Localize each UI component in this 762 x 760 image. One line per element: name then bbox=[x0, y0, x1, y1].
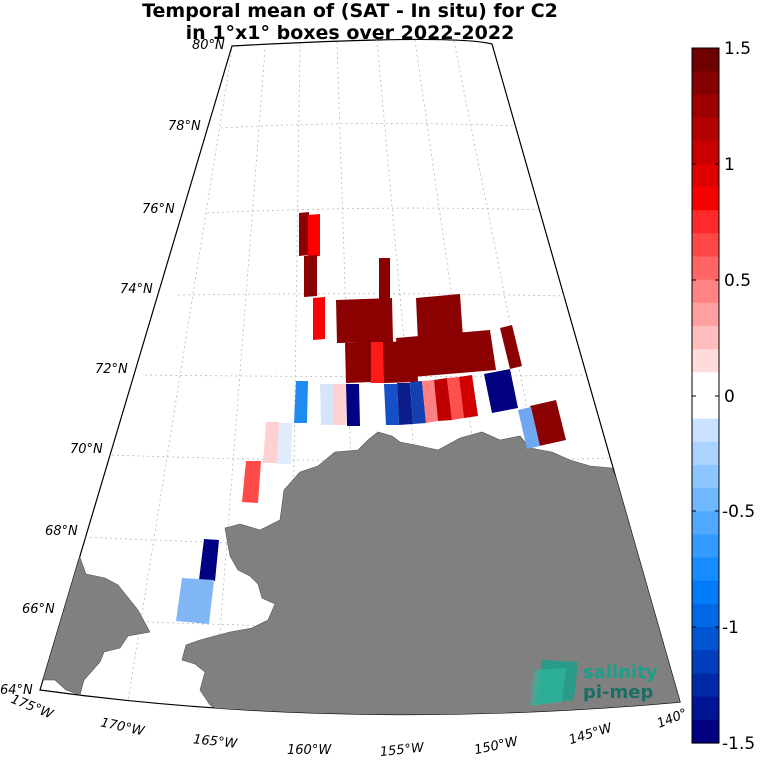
data-box bbox=[379, 258, 390, 300]
colorbar-cell bbox=[692, 187, 719, 211]
lon-label-155: 155°W bbox=[379, 740, 426, 760]
data-box bbox=[410, 381, 426, 424]
colorbar-cell bbox=[692, 71, 719, 95]
data-box bbox=[336, 298, 393, 343]
colorbar-cell bbox=[692, 534, 719, 559]
colorbar-label-0: 0 bbox=[724, 387, 735, 407]
lon-label-165: 165°W bbox=[192, 732, 239, 752]
data-box bbox=[176, 578, 214, 624]
colorbar-cell bbox=[692, 395, 719, 420]
colorbar-ticks bbox=[692, 47, 719, 744]
data-boxes bbox=[176, 212, 566, 624]
colorbar-cell bbox=[692, 48, 719, 72]
colorbar-cell bbox=[692, 696, 719, 721]
lon-label-160: 160°W bbox=[287, 743, 332, 758]
data-box bbox=[299, 212, 309, 256]
data-box bbox=[434, 378, 452, 421]
colorbar-cell bbox=[692, 326, 719, 350]
colorbar-label-neg0.5: -0.5 bbox=[722, 502, 755, 522]
colorbar-cell bbox=[692, 627, 719, 651]
colorbar-cell bbox=[692, 650, 719, 675]
logo-line-2: pi-mep bbox=[583, 682, 653, 703]
data-box bbox=[263, 422, 279, 463]
data-box bbox=[294, 381, 308, 423]
lat-label-66: 66°N bbox=[22, 602, 55, 617]
colorbar-cell bbox=[692, 233, 719, 258]
lat-label-80: 80°N bbox=[192, 38, 225, 53]
lat-label-76: 76°N bbox=[142, 202, 175, 217]
colorbar-cells bbox=[692, 48, 719, 744]
lon-label-140: 140° bbox=[655, 706, 690, 732]
colorbar: 1.5 1 0.5 0 -0.5 -1 -1.5 bbox=[691, 39, 755, 754]
data-box bbox=[447, 377, 464, 420]
colorbar-cell bbox=[692, 140, 719, 165]
data-box bbox=[518, 407, 540, 449]
colorbar-label-neg1.5: -1.5 bbox=[722, 734, 755, 754]
data-box bbox=[242, 461, 261, 503]
data-box bbox=[345, 342, 372, 383]
colorbar-cell bbox=[692, 719, 719, 744]
colorbar-label-1.5: 1.5 bbox=[724, 39, 751, 59]
colorbar-cell bbox=[692, 117, 719, 142]
data-box bbox=[199, 539, 219, 581]
latitude-labels: 80°N 78°N 76°N 74°N 72°N 70°N 68°N 66°N … bbox=[0, 38, 225, 698]
data-box bbox=[371, 342, 384, 383]
colorbar-cell bbox=[692, 302, 719, 327]
colorbar-label-1: 1 bbox=[724, 155, 735, 175]
data-box bbox=[308, 214, 320, 257]
data-box bbox=[422, 380, 438, 423]
colorbar-cell bbox=[692, 163, 719, 188]
lon-label-150: 150°W bbox=[473, 734, 520, 758]
lat-label-78: 78°N bbox=[168, 119, 201, 134]
lat-label-70: 70°N bbox=[70, 442, 103, 457]
colorbar-cell bbox=[692, 465, 719, 489]
colorbar-cell bbox=[692, 604, 719, 628]
logo-line-1: salinity bbox=[583, 662, 658, 683]
colorbar-cell bbox=[692, 349, 719, 373]
data-box bbox=[346, 384, 360, 426]
colorbar-cell bbox=[692, 557, 719, 582]
data-box bbox=[333, 384, 346, 425]
colorbar-cell bbox=[692, 256, 719, 281]
lat-label-74: 74°N bbox=[120, 282, 153, 297]
data-box bbox=[500, 325, 522, 369]
colorbar-cell bbox=[692, 673, 719, 698]
data-box bbox=[320, 384, 334, 425]
colorbar-cell bbox=[692, 418, 719, 443]
lon-label-145: 145°W bbox=[567, 720, 615, 748]
data-box bbox=[530, 400, 566, 446]
data-box bbox=[396, 330, 496, 378]
data-box bbox=[277, 423, 292, 464]
colorbar-cell bbox=[692, 94, 719, 119]
colorbar-cell bbox=[692, 210, 719, 234]
lat-label-68: 68°N bbox=[45, 524, 78, 539]
logo-swirl-icon-back bbox=[530, 668, 566, 706]
lat-label-64: 64°N bbox=[0, 683, 33, 698]
salinity-pi-mep-logo: salinity pi-mep bbox=[530, 660, 658, 706]
data-box bbox=[397, 383, 413, 425]
data-box bbox=[304, 255, 317, 297]
lon-label-170: 170°W bbox=[99, 715, 146, 739]
data-box bbox=[459, 375, 478, 418]
colorbar-cell bbox=[692, 372, 719, 397]
colorbar-cell bbox=[692, 488, 719, 512]
lat-label-72: 72°N bbox=[95, 362, 128, 377]
colorbar-label-0.5: 0.5 bbox=[724, 271, 751, 291]
data-box bbox=[484, 369, 518, 413]
colorbar-cell bbox=[692, 279, 719, 304]
title-line-2: in 1°x1° boxes over 2022-2022 bbox=[185, 22, 515, 44]
data-box bbox=[416, 294, 463, 342]
colorbar-cell bbox=[692, 441, 719, 466]
title-line-1: Temporal mean of (SAT - In situ) for C2 bbox=[142, 0, 558, 22]
data-box bbox=[313, 297, 325, 340]
map-title: Temporal mean of (SAT - In situ) for C2 … bbox=[40, 0, 660, 44]
colorbar-cell bbox=[692, 580, 719, 605]
colorbar-cell bbox=[692, 511, 719, 536]
colorbar-label-neg1: -1 bbox=[722, 618, 739, 638]
data-box bbox=[384, 384, 399, 425]
